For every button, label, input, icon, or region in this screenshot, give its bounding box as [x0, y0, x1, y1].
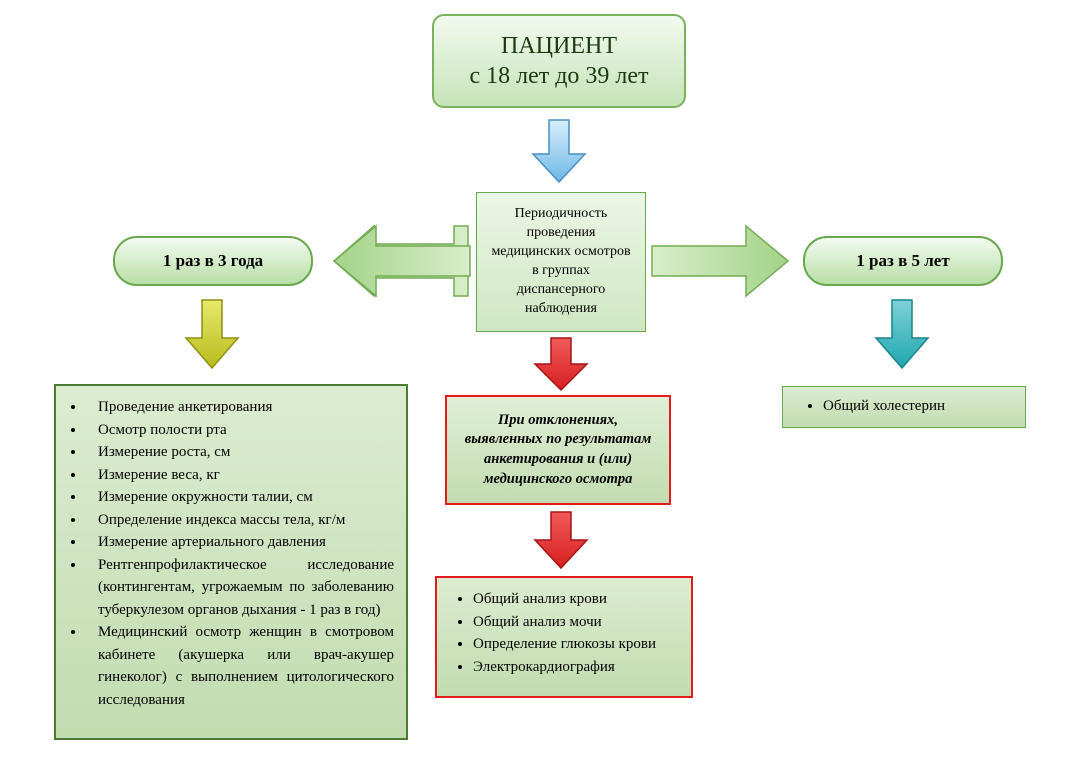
list-item: Проведение анкетирования — [86, 396, 394, 419]
periodicity-text: Периодичность проведения медицинских осм… — [487, 205, 635, 318]
list-item: Электрокардиография — [473, 656, 677, 679]
arrow-teal-down-icon — [874, 298, 930, 370]
periodicity-node: Периодичность проведения медицинских осм… — [476, 192, 646, 332]
procedures-5years-list: Общий холестерин — [782, 386, 1026, 428]
arrow-green-right-icon — [652, 220, 792, 302]
procedures-5years-ul: Общий холестерин — [797, 395, 1011, 418]
frequency-5years-text: 1 раз в 5 лет — [856, 251, 949, 271]
tests-ul: Общий анализ крови Общий анализ мочи Опр… — [451, 588, 677, 678]
frequency-3years-text: 1 раз в 3 года — [163, 251, 263, 271]
patient-subtitle: с 18 лет до 39 лет — [469, 61, 648, 91]
list-item: Измерение веса, кг — [86, 464, 394, 487]
arrow-yellow-down-icon — [184, 298, 240, 370]
deviations-text: При отклонениях, выявленных по результат… — [459, 411, 657, 489]
list-item: Измерение артериального давления — [86, 531, 394, 554]
arrow-blue-down-icon — [531, 118, 587, 184]
frequency-3years-node: 1 раз в 3 года — [113, 236, 313, 286]
arrow-red-down-2-icon — [533, 510, 589, 570]
deviations-node: При отклонениях, выявленных по результат… — [445, 395, 671, 505]
list-item: Осмотр полости рта — [86, 419, 394, 442]
list-item: Медицинский осмотр женщин в смотровом ка… — [86, 621, 394, 711]
frequency-5years-node: 1 раз в 5 лет — [803, 236, 1003, 286]
arrow-green-left-icon — [330, 220, 470, 302]
list-item: Общий холестерин — [823, 395, 1011, 418]
tests-list: Общий анализ крови Общий анализ мочи Опр… — [435, 576, 693, 698]
list-item: Рентгенпрофилактическое исследование (ко… — [86, 554, 394, 622]
list-item: Определение индекса массы тела, кг/м — [86, 509, 394, 532]
procedures-3years-list: Проведение анкетирования Осмотр полости … — [54, 384, 408, 740]
list-item: Измерение окружности талии, см — [86, 486, 394, 509]
patient-node: ПАЦИЕНТ с 18 лет до 39 лет — [432, 14, 686, 108]
arrow-red-down-1-icon — [533, 336, 589, 392]
patient-title: ПАЦИЕНТ — [469, 31, 648, 61]
list-item: Измерение роста, см — [86, 441, 394, 464]
list-item: Общий анализ мочи — [473, 611, 677, 634]
procedures-3years-ul: Проведение анкетирования Осмотр полости … — [68, 396, 394, 711]
list-item: Общий анализ крови — [473, 588, 677, 611]
list-item: Определение глюкозы крови — [473, 633, 677, 656]
